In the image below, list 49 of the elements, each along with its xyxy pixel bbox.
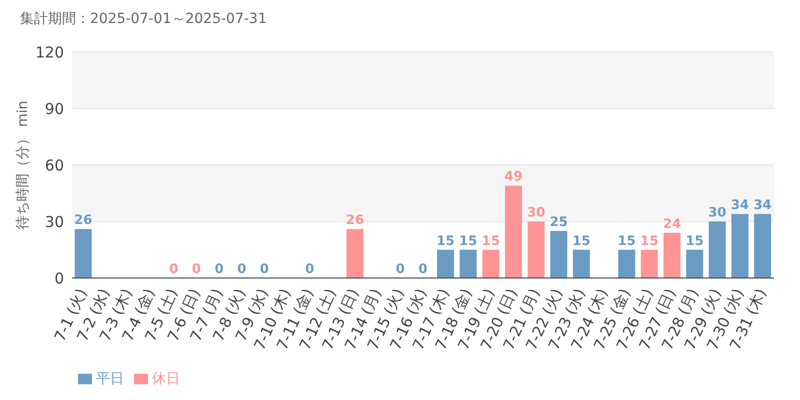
data-label: 15 bbox=[686, 234, 704, 249]
data-label: 0 bbox=[418, 262, 428, 277]
data-label: 26 bbox=[346, 213, 364, 228]
bar bbox=[346, 229, 364, 278]
data-label: 15 bbox=[459, 234, 478, 249]
data-label: 0 bbox=[396, 262, 405, 277]
bar bbox=[686, 250, 704, 278]
y-tick-label: 90 bbox=[44, 100, 64, 118]
data-label: 24 bbox=[662, 216, 682, 232]
data-label: 0 bbox=[260, 262, 269, 277]
data-label: 15 bbox=[482, 234, 500, 249]
bar bbox=[437, 250, 454, 278]
data-label: 0 bbox=[237, 262, 246, 277]
data-label: 30 bbox=[708, 206, 726, 220]
data-label: 0 bbox=[192, 262, 201, 277]
y-tick-label: 60 bbox=[44, 156, 64, 174]
bar bbox=[504, 186, 522, 278]
bar bbox=[572, 250, 590, 278]
y-tick-label: 30 bbox=[44, 212, 64, 231]
data-label: 0 bbox=[169, 262, 178, 277]
bar bbox=[754, 214, 772, 278]
legend-label: 休日 bbox=[152, 371, 180, 387]
chart-title: 集計期間：2025-07-01～2025-07-31 bbox=[20, 10, 267, 28]
bar bbox=[550, 230, 568, 278]
bar bbox=[618, 250, 636, 278]
data-label: 30 bbox=[527, 206, 546, 220]
bar bbox=[708, 222, 726, 278]
data-label: 15 bbox=[618, 234, 636, 249]
data-label: 26 bbox=[74, 213, 92, 228]
y-tick-label: 120 bbox=[35, 43, 64, 62]
data-label: 0 bbox=[305, 262, 314, 277]
bar bbox=[482, 250, 500, 278]
data-label: 15 bbox=[572, 234, 590, 249]
y-tick-label: 0 bbox=[54, 269, 64, 288]
data-label: 15 bbox=[436, 234, 455, 249]
data-label: 49 bbox=[504, 170, 523, 185]
data-label: 25 bbox=[550, 214, 568, 230]
data-label: 0 bbox=[214, 262, 224, 277]
bar bbox=[640, 250, 658, 278]
bar bbox=[460, 250, 477, 278]
bar bbox=[663, 232, 680, 278]
bar bbox=[731, 214, 748, 278]
data-label: 15 bbox=[640, 234, 658, 249]
bar bbox=[528, 222, 545, 278]
data-label: 34 bbox=[754, 198, 772, 213]
data-label: 34 bbox=[730, 198, 749, 213]
y-axis-title: 待ち時間（分） min bbox=[14, 100, 31, 230]
legend-label: 平日 bbox=[96, 371, 124, 387]
bar bbox=[74, 229, 92, 278]
